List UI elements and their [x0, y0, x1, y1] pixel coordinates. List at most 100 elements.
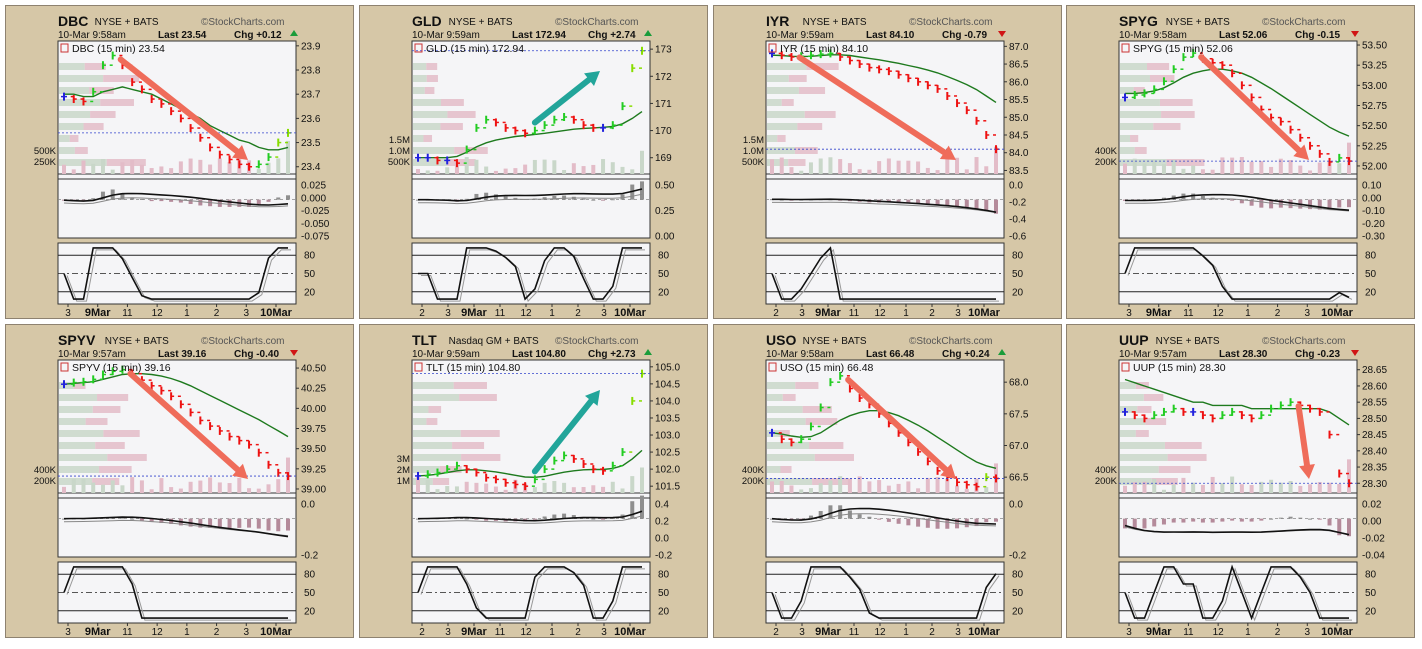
chart-panel-uup[interactable]: UUP NYSE + BATS ©StockCharts.com 10-Mar 9:5… — [1066, 324, 1415, 638]
stochastic-tick-label: 50 — [304, 269, 316, 280]
chart-panel-tlt[interactable]: TLT Nasdaq GM + BATS ©StockCharts.com 10-Ma… — [359, 324, 708, 638]
chart-panel-uso[interactable]: USO NYSE + BATS ©StockCharts.com 10-Mar 9:5… — [713, 324, 1062, 638]
macd-histogram-bar — [1337, 518, 1342, 536]
volume-bar — [198, 480, 203, 493]
volume-bar — [416, 477, 420, 493]
volume-by-price-bar — [1133, 87, 1145, 94]
chart-panel-spyv[interactable]: SPYV NYSE + BATS ©StockCharts.com 10-Mar 9:… — [5, 324, 354, 638]
volume-by-price-bar — [59, 466, 99, 473]
volume-bar — [208, 164, 213, 174]
change-down-icon — [998, 31, 1006, 37]
volume-tick-label: 1.0M — [743, 146, 764, 157]
macd-line — [1124, 524, 1350, 536]
change-label: Chg -0.79 — [942, 30, 987, 41]
volume-bar — [178, 488, 183, 493]
x-tick-label: 10Mar — [260, 626, 293, 637]
macd-histogram-bar — [1259, 199, 1264, 208]
price-tick-label: 23.6 — [301, 114, 321, 125]
volume-by-price-bar — [413, 430, 461, 437]
stochastic-tick-label: 20 — [1365, 606, 1377, 617]
chart-svg: GLD NYSE + BATS ©StockCharts.com 10-Mar 9:5… — [388, 13, 675, 318]
last-price-label: Last 39.16 — [158, 349, 207, 360]
volume-by-price-bar — [767, 63, 807, 70]
macd-histogram-bar — [610, 199, 615, 201]
macd-histogram-bar — [416, 518, 420, 520]
x-tick-label: 11 — [1183, 627, 1194, 637]
macd-histogram-bar — [1278, 517, 1283, 519]
volume-by-price-bar — [106, 159, 146, 166]
macd-tick-label: 0.0 — [1009, 181, 1023, 192]
macd-histogram-bar — [1171, 518, 1176, 523]
date-label: 10-Mar 9:58am — [58, 30, 126, 41]
volume-bar — [1210, 169, 1215, 174]
volume-by-price-bar — [1120, 123, 1154, 130]
volume-by-price-bar — [767, 135, 778, 142]
chart-panel-dbc[interactable]: DBC NYSE + BATS ©StockCharts.com 10-Mar 9:5… — [5, 5, 354, 319]
x-tick-label: 2 — [214, 308, 220, 318]
volume-bar — [71, 169, 76, 174]
x-tick-label: 12 — [152, 308, 164, 318]
stochastic-tick-label: 20 — [304, 287, 316, 298]
volume-bar — [208, 477, 213, 493]
volume-bar — [779, 480, 784, 493]
volume-by-price-bar — [413, 442, 453, 449]
date-label: 10-Mar 9:57am — [1119, 349, 1187, 360]
volume-bar — [984, 166, 989, 174]
watermark: ©StockCharts.com — [1262, 17, 1346, 28]
volume-bar — [266, 484, 271, 493]
price-tick-label: 39.75 — [301, 424, 326, 435]
macd-signal-line — [772, 201, 997, 213]
last-price-label: Last 104.80 — [512, 349, 566, 360]
legend-label: GLD (15 min) 172.94 — [426, 43, 524, 55]
volume-by-price-bar — [89, 87, 114, 94]
chart-svg: UUP NYSE + BATS ©StockCharts.com 10-Mar 9:5… — [1095, 332, 1388, 637]
macd-tick-label: -0.30 — [1362, 232, 1385, 243]
x-tick-label: 11 — [849, 308, 860, 318]
volume-by-price-bar — [59, 442, 96, 449]
stochastic-line — [63, 247, 288, 300]
change-label: Chg -0.40 — [234, 349, 279, 360]
volume-bar — [799, 489, 804, 493]
chart-panel-iyr[interactable]: IYR NYSE + BATS ©StockCharts.com 10-Mar 9:5… — [713, 5, 1062, 319]
macd-histogram-bar — [1249, 518, 1254, 522]
x-tick-label: 12 — [1213, 627, 1225, 637]
price-tick-label: 172 — [655, 72, 672, 83]
chart-panel-spyg[interactable]: SPYG NYSE + BATS ©StockCharts.com 10-Mar 9:… — [1066, 5, 1415, 319]
macd-tick-label: 0.00 — [1362, 517, 1382, 528]
x-tick-label: 10Mar — [614, 307, 647, 318]
macd-histogram-bar — [237, 518, 242, 528]
macd-tick-label: 0.10 — [1362, 181, 1382, 192]
volume-by-price-bar — [1120, 99, 1160, 106]
x-tick-label: 2 — [575, 308, 581, 318]
volume-bar — [120, 485, 125, 493]
stochastic-signal-line — [1127, 567, 1352, 622]
macd-histogram-bar — [532, 518, 537, 520]
volume-by-price-bar — [806, 63, 839, 70]
stochastic-signal-line — [66, 249, 291, 302]
macd-histogram-bar — [591, 199, 596, 201]
last-price-label: Last 28.30 — [1219, 349, 1268, 360]
macd-histogram-bar — [159, 518, 164, 524]
volume-by-price-bar — [440, 99, 464, 106]
trend-arrow-head — [940, 463, 956, 479]
legend-bar-icon — [1121, 362, 1130, 372]
volume-bar — [838, 159, 843, 174]
x-tick-label: 3 — [1126, 627, 1132, 637]
volume-by-price-bar — [1146, 63, 1170, 70]
volume-by-price-bar — [780, 466, 792, 473]
chart-panel-gld[interactable]: GLD NYSE + BATS ©StockCharts.com 10-Mar 9:5… — [359, 5, 708, 319]
macd-histogram-bar — [169, 518, 174, 524]
macd-line — [417, 510, 643, 522]
exchange-label: NYSE + BATS — [1166, 17, 1230, 28]
x-tick-label: 12 — [874, 627, 886, 637]
volume-bar — [484, 166, 489, 174]
volume-by-price-bar — [413, 418, 427, 425]
volume-by-price-bar — [767, 87, 799, 94]
volume-bar — [256, 169, 261, 174]
volume-by-price-bar — [767, 454, 815, 461]
stochastic-tick-label: 20 — [658, 606, 670, 617]
macd-histogram-bar — [925, 199, 930, 205]
volume-bar — [1298, 165, 1303, 174]
macd-histogram-bar — [493, 194, 498, 200]
volume-bar — [1200, 484, 1205, 493]
